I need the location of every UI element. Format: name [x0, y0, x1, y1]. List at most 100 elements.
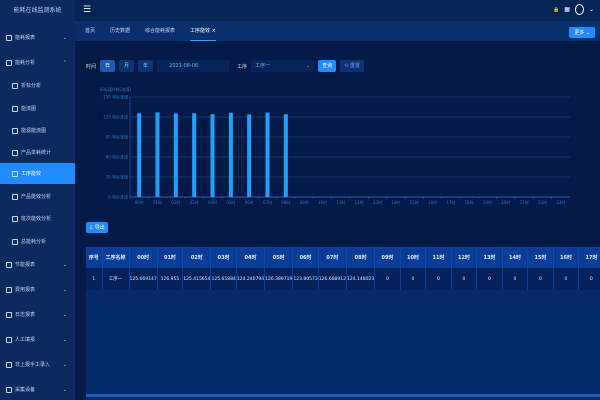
menu-item-icon	[6, 311, 12, 318]
menu-item-icon	[6, 386, 12, 393]
sidebar-item[interactable]: 总能耗分析	[0, 231, 75, 252]
y-tick-label: 150 吨标准煤	[103, 94, 128, 100]
x-tick-label: 10时	[318, 199, 327, 205]
table-cell: 0	[476, 268, 503, 290]
menu-icon[interactable]: ☰	[83, 5, 92, 15]
y-tick-label: 60 吨标准煤	[106, 154, 128, 160]
table-cell: 0	[502, 268, 529, 290]
sidebar-item[interactable]: 产品单耗统计	[0, 142, 75, 163]
column-header: 12时	[451, 247, 478, 268]
sidebar-item[interactable]: 能流图	[0, 98, 75, 119]
table-cell: 125.65884	[210, 268, 237, 290]
reset-button[interactable]: ⟲ 重置	[340, 60, 364, 72]
tab[interactable]: 工序能效 ×	[190, 21, 216, 41]
sidebar-item[interactable]: 采集设备 ⌄	[0, 379, 75, 400]
y-tick-label: 0 吨标准煤	[108, 194, 128, 200]
export-button[interactable]: ⇩ 导出	[86, 222, 108, 233]
sidebar-item[interactable]: 能耗分析 ⌃	[0, 52, 75, 73]
column-header: 03时	[210, 247, 237, 268]
menu-item-icon	[12, 215, 18, 222]
column-header: 00时	[129, 247, 158, 268]
chevron-icon: ⌄	[62, 386, 67, 393]
menu-item-icon	[12, 170, 18, 177]
column-header: 02时	[182, 247, 212, 268]
sidebar-item[interactable]: 产品能效分析	[0, 186, 75, 207]
query-button[interactable]: 查询	[318, 60, 337, 72]
menu-item-icon	[6, 361, 12, 368]
sidebar-item-label: 日志报表	[15, 312, 36, 318]
process-select[interactable]: 工序一 ⌄	[251, 60, 315, 72]
menu-item-icon	[12, 82, 18, 89]
chevron-icon: ⌄	[62, 311, 67, 318]
column-header: 05时	[264, 247, 294, 268]
process-label: 工序	[237, 63, 248, 70]
sidebar-item-label: 节能报表	[15, 262, 36, 268]
column-header: 17时	[578, 247, 600, 268]
chevron-icon: ⌄	[62, 34, 67, 41]
sidebar-item[interactable]: 工序能效	[0, 163, 75, 184]
x-tick-label: 03时	[190, 199, 199, 205]
x-tick-label: 22时	[538, 199, 547, 205]
column-header: 06时	[292, 247, 319, 268]
month-button[interactable]: 月	[119, 60, 135, 72]
sidebar-item-label: 能耗分析	[15, 60, 36, 66]
tab[interactable]: 历史数据	[110, 28, 131, 34]
x-tick-label: 06时	[245, 199, 254, 205]
sidebar-item-label: 非上报手工录入	[15, 362, 51, 368]
table-cell: 125.415654	[182, 268, 212, 290]
sidebar-item[interactable]: 能源能流图	[0, 120, 75, 141]
sidebar-item-label: 能耗报表	[15, 35, 36, 41]
bar	[210, 114, 215, 197]
column-header: 13时	[476, 247, 503, 268]
top-header: ☰ 🔒 ▦ ⌄	[75, 0, 600, 21]
x-tick-label: 08时	[281, 199, 290, 205]
sidebar-item-label: 费用报表	[15, 287, 36, 293]
lock-icon[interactable]: 🔒	[553, 6, 560, 13]
x-tick-label: 15时	[410, 199, 419, 205]
horizontal-scrollbar[interactable]	[86, 394, 600, 397]
x-tick-label: 13时	[373, 199, 382, 205]
tab[interactable]: 综合能耗报表	[145, 28, 176, 34]
column-header: 04时	[236, 247, 266, 268]
chevron-icon: ⌄	[62, 261, 67, 268]
table-cell: 0	[553, 268, 580, 290]
sidebar-item[interactable]: 非上报手工录入 ⌄	[0, 354, 75, 375]
y-tick-label: 120 吨标准煤	[103, 114, 128, 120]
more-button[interactable]: 更多 ⌄	[569, 27, 595, 38]
table-cell: 125.669147	[129, 268, 158, 290]
bar	[265, 112, 270, 197]
sidebar-item-label: 采集设备	[15, 387, 36, 393]
year-button[interactable]: 年	[138, 60, 154, 72]
column-header: 14时	[502, 247, 529, 268]
avatar[interactable]	[574, 4, 584, 15]
sidebar-item[interactable]: 日志报表 ⌄	[0, 304, 75, 325]
chevron-down-icon: ⌄	[305, 63, 311, 69]
menu-item-icon	[12, 105, 18, 112]
table-row: 1 工序一 125.669147 126.955 125.415654 125.65884…	[86, 268, 600, 290]
sidebar-item[interactable]: 费用报表 ⌄	[0, 279, 75, 300]
tab[interactable]: 首页	[85, 28, 96, 34]
table-cell: 124.148023	[346, 268, 376, 290]
sidebar-item-label: 能流图	[21, 106, 37, 112]
column-header: 15时	[527, 247, 554, 268]
chevron-icon: ⌄	[62, 361, 67, 368]
bar	[247, 114, 252, 197]
x-tick-label: 18时	[465, 199, 474, 205]
sidebar-item[interactable]: 人工填报 ⌄	[0, 329, 75, 350]
sidebar-item[interactable]: 班次能效分析	[0, 208, 75, 229]
chevron-down-icon[interactable]: ⌄	[588, 6, 594, 13]
sidebar-item[interactable]: 节能报表 ⌄	[0, 254, 75, 275]
x-tick-label: 19时	[483, 199, 492, 205]
chevron-icon: ⌄	[62, 336, 67, 343]
x-tick-label: 21时	[520, 199, 529, 205]
sidebar-item[interactable]: 折标分析	[0, 75, 75, 96]
menu-item-icon	[6, 286, 12, 293]
x-tick-label: 12时	[355, 199, 364, 205]
y-axis-label: 折标煤(吨标准煤)	[100, 86, 132, 92]
day-button[interactable]: 日	[100, 60, 116, 72]
date-input[interactable]: 2021-08-06	[157, 60, 230, 72]
sidebar-item[interactable]: 能耗报表 ⌄	[0, 27, 75, 48]
y-tick-label: 90 吨标准煤	[106, 134, 128, 140]
grid-icon[interactable]: ▦	[564, 6, 570, 13]
sidebar-item-label: 产品能效分析	[21, 194, 52, 200]
